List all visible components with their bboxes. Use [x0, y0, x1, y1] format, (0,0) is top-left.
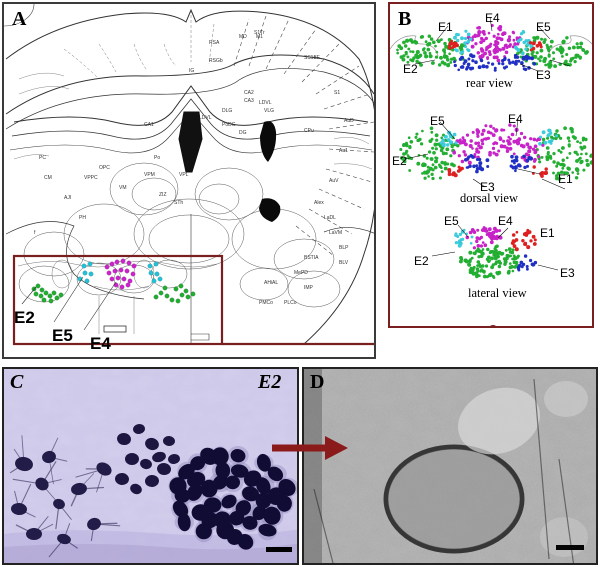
- svg-text:Au1: Au1: [339, 148, 348, 154]
- svg-text:IMP: IMP: [304, 285, 314, 291]
- svg-text:LaDL: LaDL: [324, 215, 336, 221]
- svg-text:SS1BF: SS1BF: [304, 55, 320, 61]
- svg-text:STh: STh: [174, 200, 183, 206]
- svg-text:VLG: VLG: [264, 108, 274, 114]
- svg-text:VPL: VPL: [179, 172, 189, 178]
- svg-text:VM: VM: [119, 185, 127, 191]
- svg-text:LDVL: LDVL: [259, 100, 272, 106]
- svg-text:f: f: [34, 230, 36, 236]
- svg-text:Po: Po: [154, 155, 160, 161]
- svg-text:DLG: DLG: [222, 108, 232, 114]
- svg-text:LDVL: LDVL: [199, 115, 212, 121]
- svg-text:AHiAL: AHiAL: [264, 280, 278, 286]
- svg-text:PMCo: PMCo: [259, 300, 273, 306]
- svg-text:DG: DG: [239, 130, 247, 136]
- svg-text:VPM: VPM: [144, 172, 155, 178]
- svg-text:LaVM: LaVM: [329, 230, 342, 236]
- svg-text:PH: PH: [79, 215, 86, 221]
- svg-text:RSA: RSA: [209, 40, 220, 46]
- svg-text:AuV: AuV: [329, 178, 339, 184]
- svg-text:BLP: BLP: [339, 245, 349, 251]
- svg-text:M1: M1: [256, 34, 263, 40]
- svg-text:MD: MD: [239, 34, 247, 40]
- svg-text:CA3: CA3: [244, 98, 254, 104]
- svg-text:S1: S1: [334, 90, 340, 96]
- svg-text:BLV: BLV: [339, 260, 349, 266]
- svg-text:AJI: AJI: [64, 195, 71, 201]
- svg-text:VPPC: VPPC: [84, 175, 98, 181]
- svg-text:CM: CM: [44, 175, 52, 181]
- svg-text:PC: PC: [39, 155, 46, 161]
- svg-text:RSGb: RSGb: [209, 58, 223, 64]
- svg-text:OPC: OPC: [99, 165, 110, 171]
- svg-text:ZIZ: ZIZ: [159, 192, 167, 198]
- svg-text:MePD: MePD: [294, 270, 308, 276]
- svg-text:Alex: Alex: [314, 200, 324, 206]
- svg-text:CA2: CA2: [244, 90, 254, 96]
- svg-text:IG: IG: [189, 68, 194, 74]
